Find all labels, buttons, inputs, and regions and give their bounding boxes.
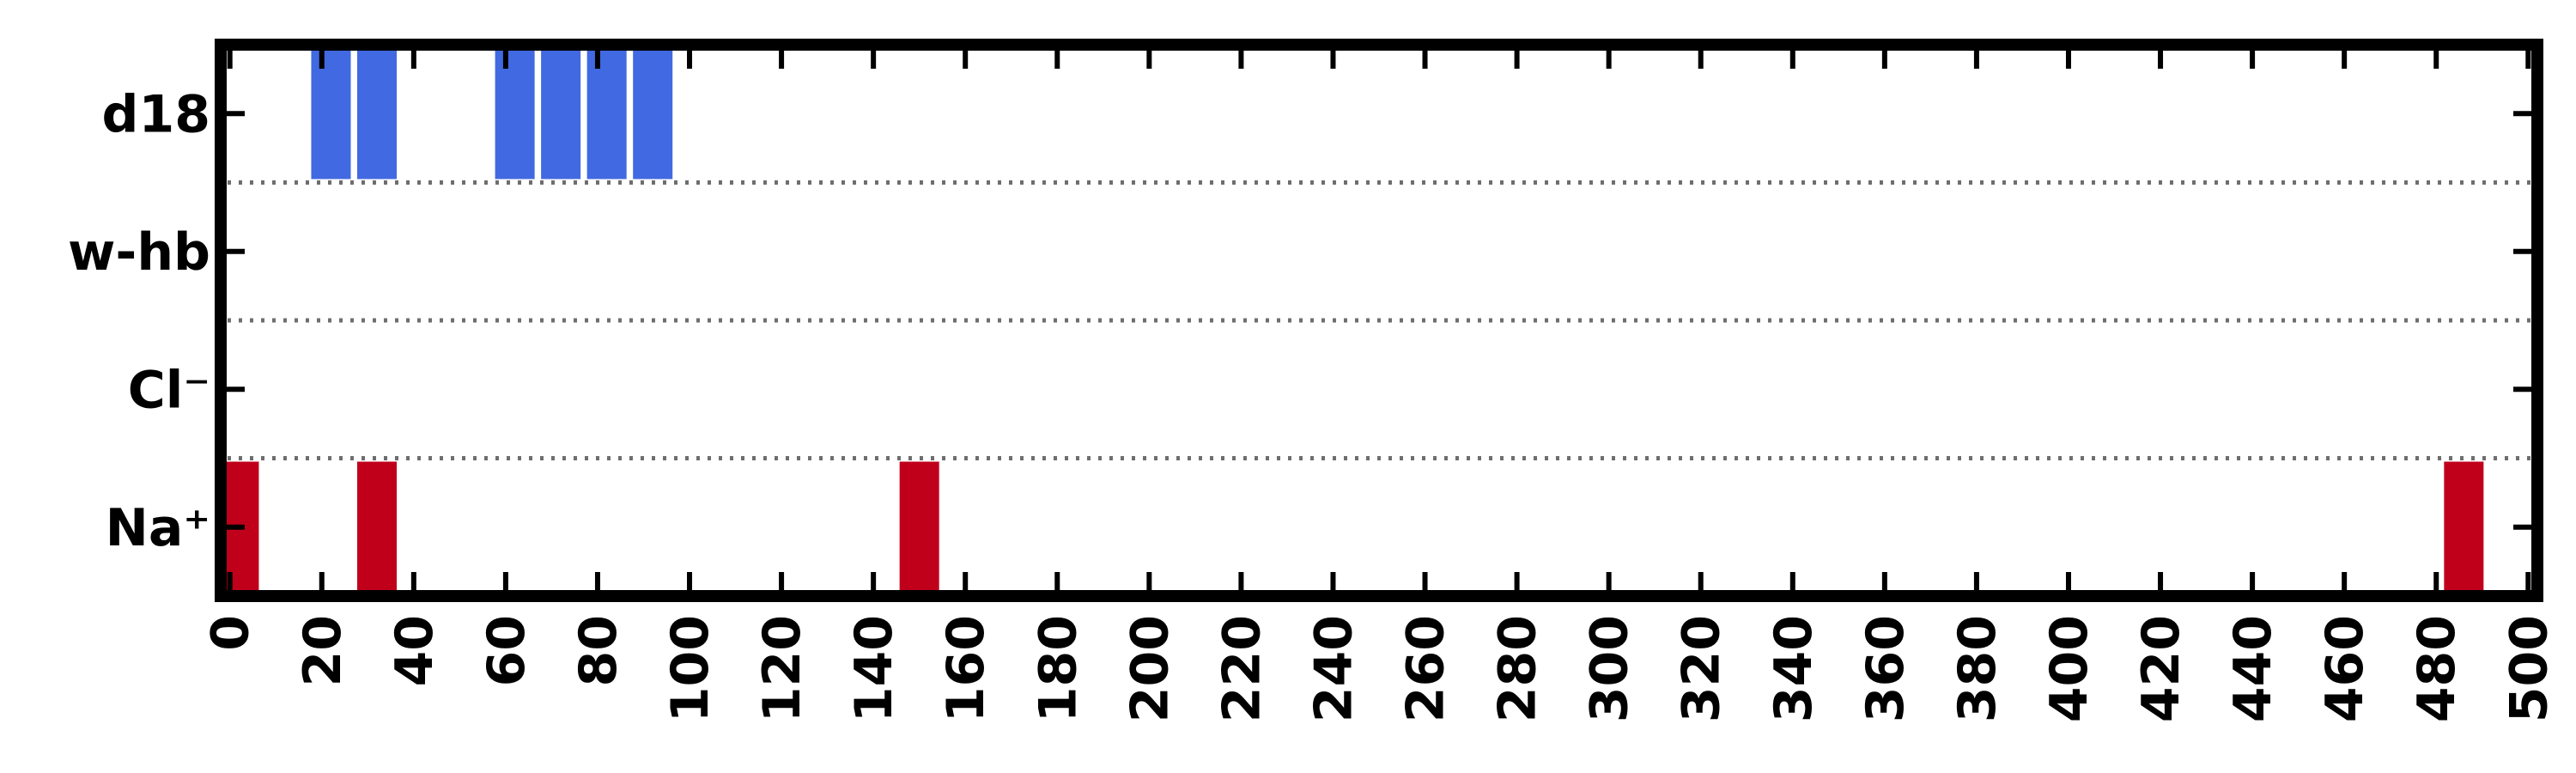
- bar-3-3: [2444, 461, 2484, 596]
- bar-0-3: [541, 48, 581, 180]
- x-tick-label-300: 300: [1580, 615, 1640, 722]
- y-tick-label-1: w-hb: [68, 222, 210, 283]
- bar-0-1: [356, 48, 398, 180]
- x-tick-label-120: 120: [752, 615, 812, 722]
- x-tick-label-340: 340: [1764, 615, 1824, 722]
- x-tick-label-160: 160: [936, 615, 996, 722]
- x-tick-label-180: 180: [1028, 615, 1088, 722]
- y-tick-label-3: Na⁺: [106, 498, 210, 558]
- x-tick-label-200: 200: [1120, 615, 1180, 722]
- x-tick-label-100: 100: [660, 615, 720, 722]
- x-tick-label-360: 360: [1856, 615, 1916, 722]
- bar-0-4: [586, 48, 627, 180]
- x-tick-label-420: 420: [2131, 615, 2191, 722]
- bar-3-1: [356, 461, 398, 596]
- x-tick-label-500: 500: [2499, 615, 2559, 722]
- x-tick-label-440: 440: [2223, 615, 2283, 722]
- plot-area: 0 20 40 60 80 100 120 140 160 180 200 220 240 260 280 3…: [68, 39, 2559, 722]
- x-tick-label-140: 140: [844, 615, 904, 722]
- x-tick-label-380: 380: [1947, 615, 2008, 722]
- bar-0-2: [495, 48, 535, 180]
- x-tick-label-280: 280: [1488, 615, 1548, 722]
- x-tick-label-460: 460: [2315, 615, 2375, 722]
- bar-0-0: [311, 48, 351, 180]
- x-tick-label-20: 20: [293, 615, 353, 687]
- bar-3-2: [899, 461, 939, 596]
- x-tick-label-480: 480: [2407, 615, 2467, 722]
- x-tick-label-220: 220: [1212, 615, 1272, 722]
- x-tick-label-400: 400: [2039, 615, 2099, 722]
- y-tick-label-2: Cl⁻: [128, 360, 210, 420]
- plot-frame: [215, 39, 2543, 602]
- x-tick-label-80: 80: [568, 615, 629, 687]
- x-tick-label-260: 260: [1396, 615, 1456, 722]
- x-tick-label-60: 60: [477, 615, 537, 687]
- y-tick-label-0: d18: [102, 84, 210, 144]
- x-tick-label-40: 40: [385, 615, 445, 687]
- x-tick-label-0: 0: [201, 615, 261, 651]
- bar-0-5: [633, 48, 673, 180]
- x-tick-label-240: 240: [1303, 615, 1364, 722]
- x-tick-label-320: 320: [1672, 615, 1732, 722]
